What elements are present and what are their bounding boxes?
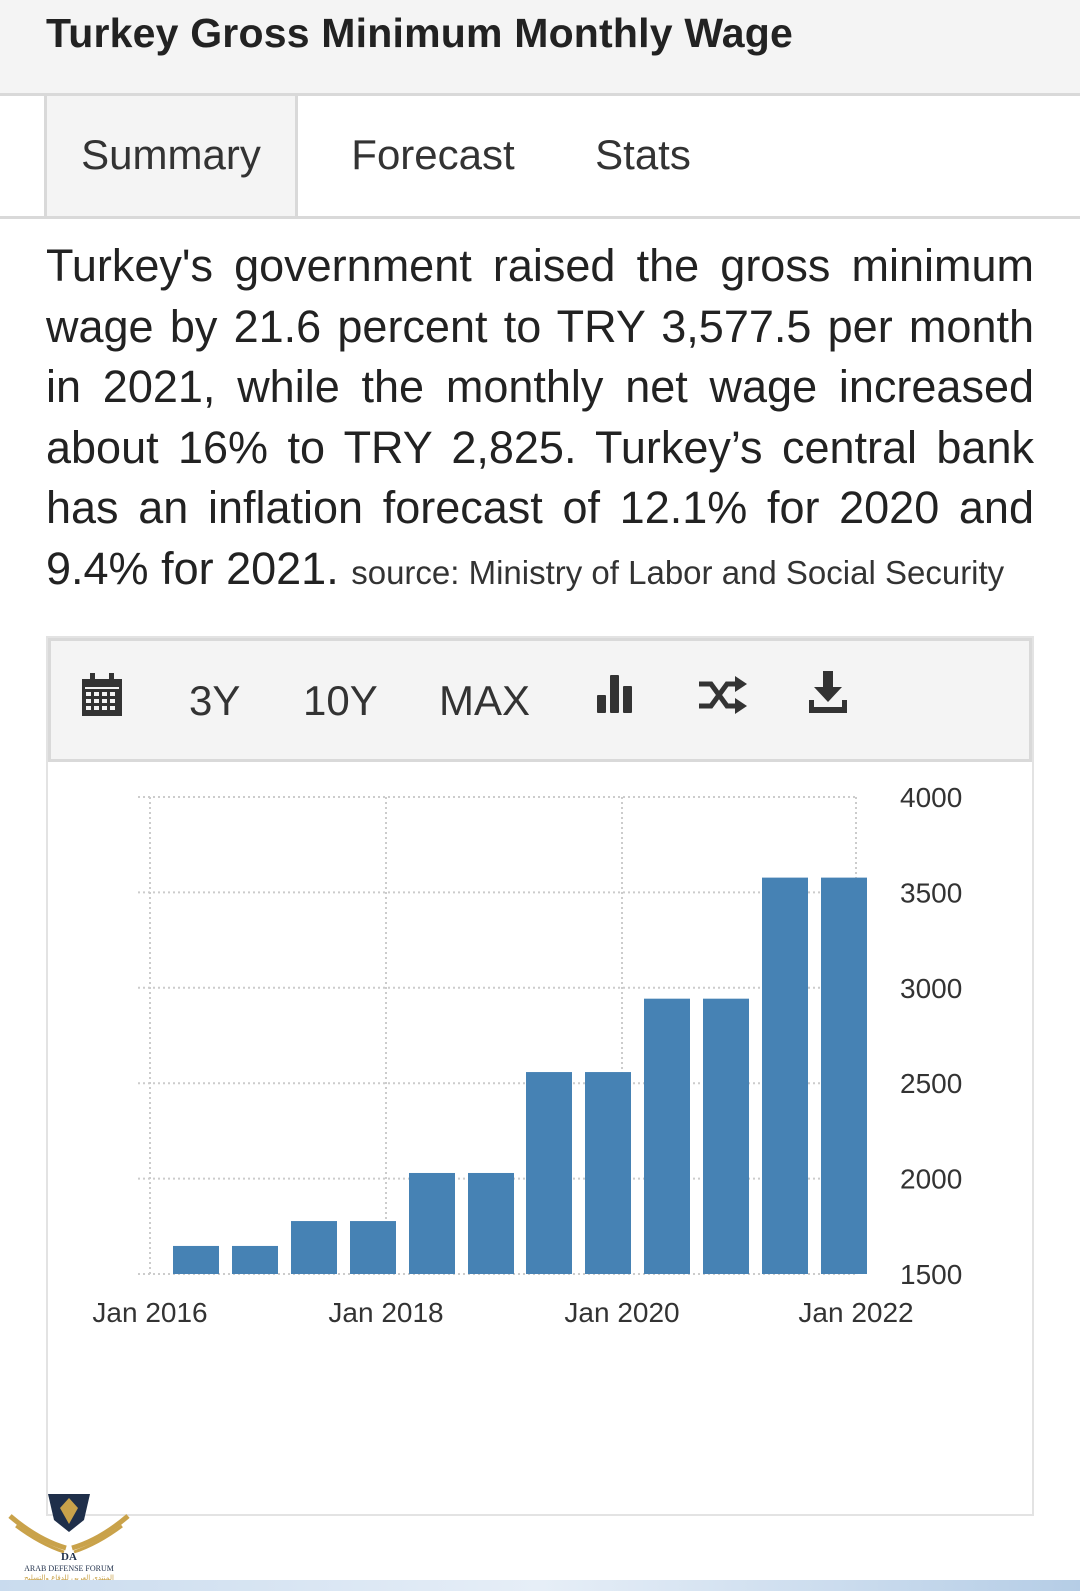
chart-toolbar: 3Y 10Y MAX xyxy=(48,638,1032,762)
range-max-button[interactable]: MAX xyxy=(439,677,531,724)
range-3y-button[interactable]: 3Y xyxy=(189,677,241,724)
logo-arabic-name: المنتدى العربي للدفاع والتسليح xyxy=(24,1574,114,1582)
bar xyxy=(232,1245,278,1274)
tab-stats[interactable]: Stats xyxy=(595,131,691,178)
bars xyxy=(173,877,867,1274)
page-header: Turkey Gross Minimum Monthly Wage xyxy=(0,0,1080,96)
tab-forecast[interactable]: Forecast xyxy=(351,131,515,178)
y-tick-label: 3000 xyxy=(900,973,962,1004)
calendar-icon[interactable] xyxy=(81,673,123,722)
bar xyxy=(762,877,808,1274)
x-tick-label: Jan 2022 xyxy=(798,1297,913,1328)
source-note: source: Ministry of Labor and Social Sec… xyxy=(351,553,1005,591)
tab-summary[interactable]: Summary xyxy=(44,96,298,216)
bar xyxy=(350,1221,396,1274)
bar xyxy=(703,998,749,1274)
x-tick-label: Jan 2016 xyxy=(92,1297,207,1328)
y-tick-label: 2500 xyxy=(900,1068,962,1099)
bar xyxy=(526,1072,572,1274)
y-tick-label: 2000 xyxy=(900,1164,962,1195)
x-tick-label: Jan 2018 xyxy=(328,1297,443,1328)
range-10y-button[interactable]: 10Y xyxy=(303,677,378,724)
download-icon[interactable] xyxy=(807,669,849,720)
bar-chart-icon[interactable] xyxy=(595,673,635,720)
forum-logo: DA ARAB DEFENSE FORUM المنتدى العربي للد… xyxy=(8,1490,130,1582)
logo-monogram: DA xyxy=(61,1551,77,1563)
bar-chart: Jan 2016 Jan 2018 Jan 2020 Jan 2022 1500 2000… xyxy=(92,782,962,1328)
bar xyxy=(173,1245,219,1274)
y-tick-label: 1500 xyxy=(900,1259,962,1290)
bar xyxy=(585,1072,631,1274)
bar xyxy=(821,877,867,1274)
shuffle-icon[interactable] xyxy=(697,675,749,720)
page-title: Turkey Gross Minimum Monthly Wage xyxy=(46,10,793,56)
summary-text: Turkey's government raised the gross min… xyxy=(46,240,1034,594)
summary-paragraph: Turkey's government raised the gross min… xyxy=(46,236,1034,603)
chart-panel: 3Y 10Y MAX xyxy=(46,636,1034,1516)
bar xyxy=(409,1172,455,1274)
y-tick-label: 4000 xyxy=(900,782,962,813)
tab-bar: Summary Forecast Stats xyxy=(0,96,1080,219)
x-tick-label: Jan 2020 xyxy=(564,1297,679,1328)
y-tick-label: 3500 xyxy=(900,877,962,908)
bar xyxy=(291,1221,337,1274)
bar xyxy=(644,998,690,1274)
logo-name: ARAB DEFENSE FORUM xyxy=(24,1564,114,1573)
bar xyxy=(468,1172,514,1274)
bottom-strip xyxy=(0,1580,1080,1591)
